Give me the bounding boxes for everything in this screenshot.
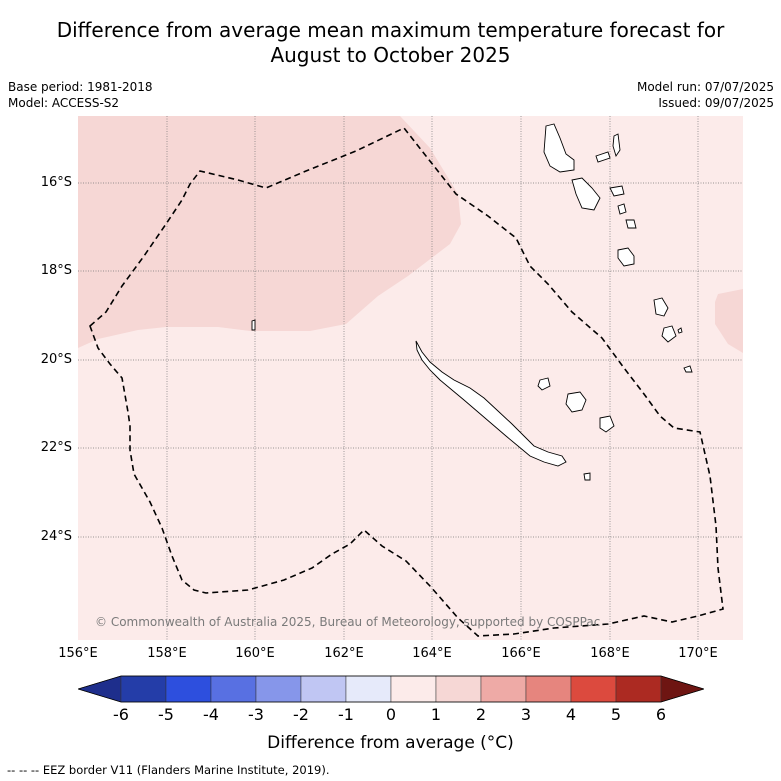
colorbar-segment [165, 675, 212, 703]
colorbar-segment [300, 675, 347, 703]
vanuatu-north-1 [595, 151, 611, 163]
new-caledonia [415, 340, 567, 467]
loyalty-islands-3 [599, 415, 615, 433]
meta-left: Base period: 1981-2018 Model: ACCESS-S2 [8, 79, 153, 111]
colorbar-tick-2: 2 [475, 705, 487, 724]
colorbar-segment [660, 675, 704, 703]
eez-border [89, 127, 724, 637]
colorbar [78, 675, 704, 703]
lon-label-160e: 160°E [235, 646, 275, 661]
anomaly-region-1-2-east [715, 289, 743, 353]
colorbar-segment [480, 675, 527, 703]
meta-right: Model run: 07/07/2025 Issued: 09/07/2025 [637, 79, 774, 111]
lon-label-170e: 170°E [678, 646, 718, 661]
colorbar-tick-neg6: -6 [113, 705, 129, 724]
vanuatu-ambrym [609, 185, 625, 197]
model-name: Model: ACCESS-S2 [8, 96, 120, 110]
lat-label-18s: 18°S [40, 263, 72, 278]
graticule [78, 116, 743, 640]
vanuatu-tanna-1 [653, 297, 669, 317]
lon-label-164e: 164°E [412, 646, 452, 661]
chart-title-line2: August to October 2025 [270, 43, 511, 67]
vanuatu-espiritu [543, 123, 575, 173]
colorbar-tick-1: 1 [430, 705, 442, 724]
lat-label-16s: 16°S [40, 175, 72, 190]
eez-legend-note: -- -- -- EEZ border V11 (Flanders Marine… [7, 763, 330, 777]
colorbar-title: Difference from average (°C) [267, 733, 514, 753]
colorbar-segments [78, 675, 704, 703]
model-run: Model run: 07/07/2025 [636, 80, 774, 94]
loyalty-islands-2 [565, 391, 587, 413]
colorbar-segment [210, 675, 257, 703]
lon-label-166e: 166°E [501, 646, 541, 661]
colorbar-segment [78, 675, 122, 703]
lat-label-24s: 24°S [40, 529, 72, 544]
lon-label-158e: 158°E [147, 646, 187, 661]
colorbar-outline [78, 675, 704, 703]
vanuatu-erromango [617, 247, 635, 267]
lat-label-22s: 22°S [40, 440, 72, 455]
colorbar-segment [390, 675, 437, 703]
colorbar-tick-neg1: -1 [338, 705, 354, 724]
colorbar-tick-neg2: -2 [293, 705, 309, 724]
colorbar-segment [525, 675, 572, 703]
colorbar-segment [255, 675, 302, 703]
vanuatu-efate [625, 219, 637, 229]
issued-date: Issued: 09/07/2025 [658, 96, 774, 110]
colorbar-tick-neg4: -4 [203, 705, 219, 724]
lat-label-20s: 20°S [40, 352, 72, 367]
colorbar-tick-6: 6 [655, 705, 667, 724]
chart-title-line1: Difference from average mean maximum tem… [56, 18, 725, 42]
vanuatu-malekula [571, 177, 601, 211]
land-outlines [251, 123, 693, 481]
copyright-text: © Commonwealth of Australia 2025, Bureau… [95, 615, 600, 629]
colorbar-tick-0: 0 [385, 705, 397, 724]
colorbar-tick-neg5: -5 [158, 705, 174, 724]
lon-label-162e: 162°E [324, 646, 364, 661]
hunter-island [677, 327, 683, 334]
colorbar-tick-neg3: -3 [248, 705, 264, 724]
loyalty-islands-1 [537, 377, 551, 391]
anomaly-region-1-2-west [78, 116, 461, 348]
matthew-island [683, 365, 693, 373]
colorbar-segment [615, 675, 662, 703]
ile-des-pins [583, 472, 591, 481]
colorbar-segment [570, 675, 617, 703]
colorbar-segment [435, 675, 482, 703]
colorbar-tick-5: 5 [610, 705, 622, 724]
colorbar-segment [120, 675, 167, 703]
colorbar-tick-4: 4 [565, 705, 577, 724]
colorbar-segment [345, 675, 392, 703]
chesterfield [251, 319, 256, 331]
vanuatu-epi [617, 203, 627, 215]
chart-title: Difference from average mean maximum tem… [0, 18, 781, 68]
base-period: Base period: 1981-2018 [8, 80, 153, 94]
vanuatu-north-2 [612, 133, 621, 158]
map-panel: © Commonwealth of Australia 2025, Bureau… [78, 116, 743, 640]
map-svg: © Commonwealth of Australia 2025, Bureau… [78, 116, 743, 640]
vanuatu-tanna-2 [661, 325, 677, 343]
colorbar-tick-3: 3 [520, 705, 532, 724]
lon-label-168e: 168°E [590, 646, 630, 661]
lon-label-156e: 156°E [58, 646, 98, 661]
